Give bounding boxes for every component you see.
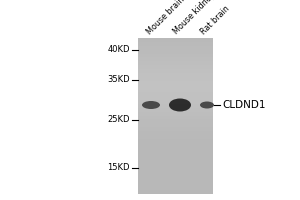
- Ellipse shape: [200, 102, 214, 108]
- Bar: [138, 73, 213, 77]
- Text: Rat brain: Rat brain: [199, 4, 231, 36]
- Bar: [138, 84, 213, 89]
- Bar: [138, 143, 213, 147]
- Bar: [138, 57, 213, 62]
- Bar: [138, 77, 213, 81]
- Bar: [138, 108, 213, 112]
- Bar: [138, 53, 213, 58]
- Ellipse shape: [142, 101, 160, 109]
- Bar: [138, 38, 213, 42]
- Bar: [138, 100, 213, 104]
- Bar: [138, 88, 213, 93]
- Bar: [138, 116, 213, 120]
- Text: 25KD: 25KD: [107, 116, 130, 124]
- Bar: [138, 158, 213, 162]
- Bar: [138, 42, 213, 46]
- Bar: [138, 38, 213, 193]
- Bar: [138, 131, 213, 135]
- Bar: [138, 81, 213, 85]
- Bar: [138, 104, 213, 108]
- Bar: [138, 127, 213, 132]
- Bar: [138, 146, 213, 151]
- Bar: [138, 46, 213, 50]
- Ellipse shape: [169, 98, 191, 112]
- Bar: [138, 174, 213, 178]
- Bar: [138, 170, 213, 174]
- Bar: [138, 189, 213, 194]
- Bar: [138, 96, 213, 100]
- Bar: [138, 61, 213, 66]
- Text: Mouse brain: Mouse brain: [145, 0, 186, 36]
- Text: 40KD: 40KD: [107, 46, 130, 54]
- Text: 35KD: 35KD: [107, 75, 130, 84]
- Bar: [138, 162, 213, 166]
- Bar: [138, 50, 213, 54]
- Bar: [138, 69, 213, 73]
- Bar: [138, 150, 213, 155]
- Bar: [138, 139, 213, 143]
- Text: 15KD: 15KD: [107, 164, 130, 172]
- Text: Mouse kidney: Mouse kidney: [172, 0, 217, 36]
- Bar: [138, 65, 213, 70]
- Text: CLDND1: CLDND1: [222, 100, 266, 110]
- Bar: [138, 119, 213, 124]
- Bar: [138, 92, 213, 97]
- Bar: [138, 178, 213, 182]
- Bar: [138, 123, 213, 128]
- Bar: [138, 154, 213, 159]
- Bar: [138, 166, 213, 170]
- Bar: [138, 112, 213, 116]
- Bar: [138, 181, 213, 186]
- Bar: [138, 135, 213, 139]
- Bar: [138, 185, 213, 190]
